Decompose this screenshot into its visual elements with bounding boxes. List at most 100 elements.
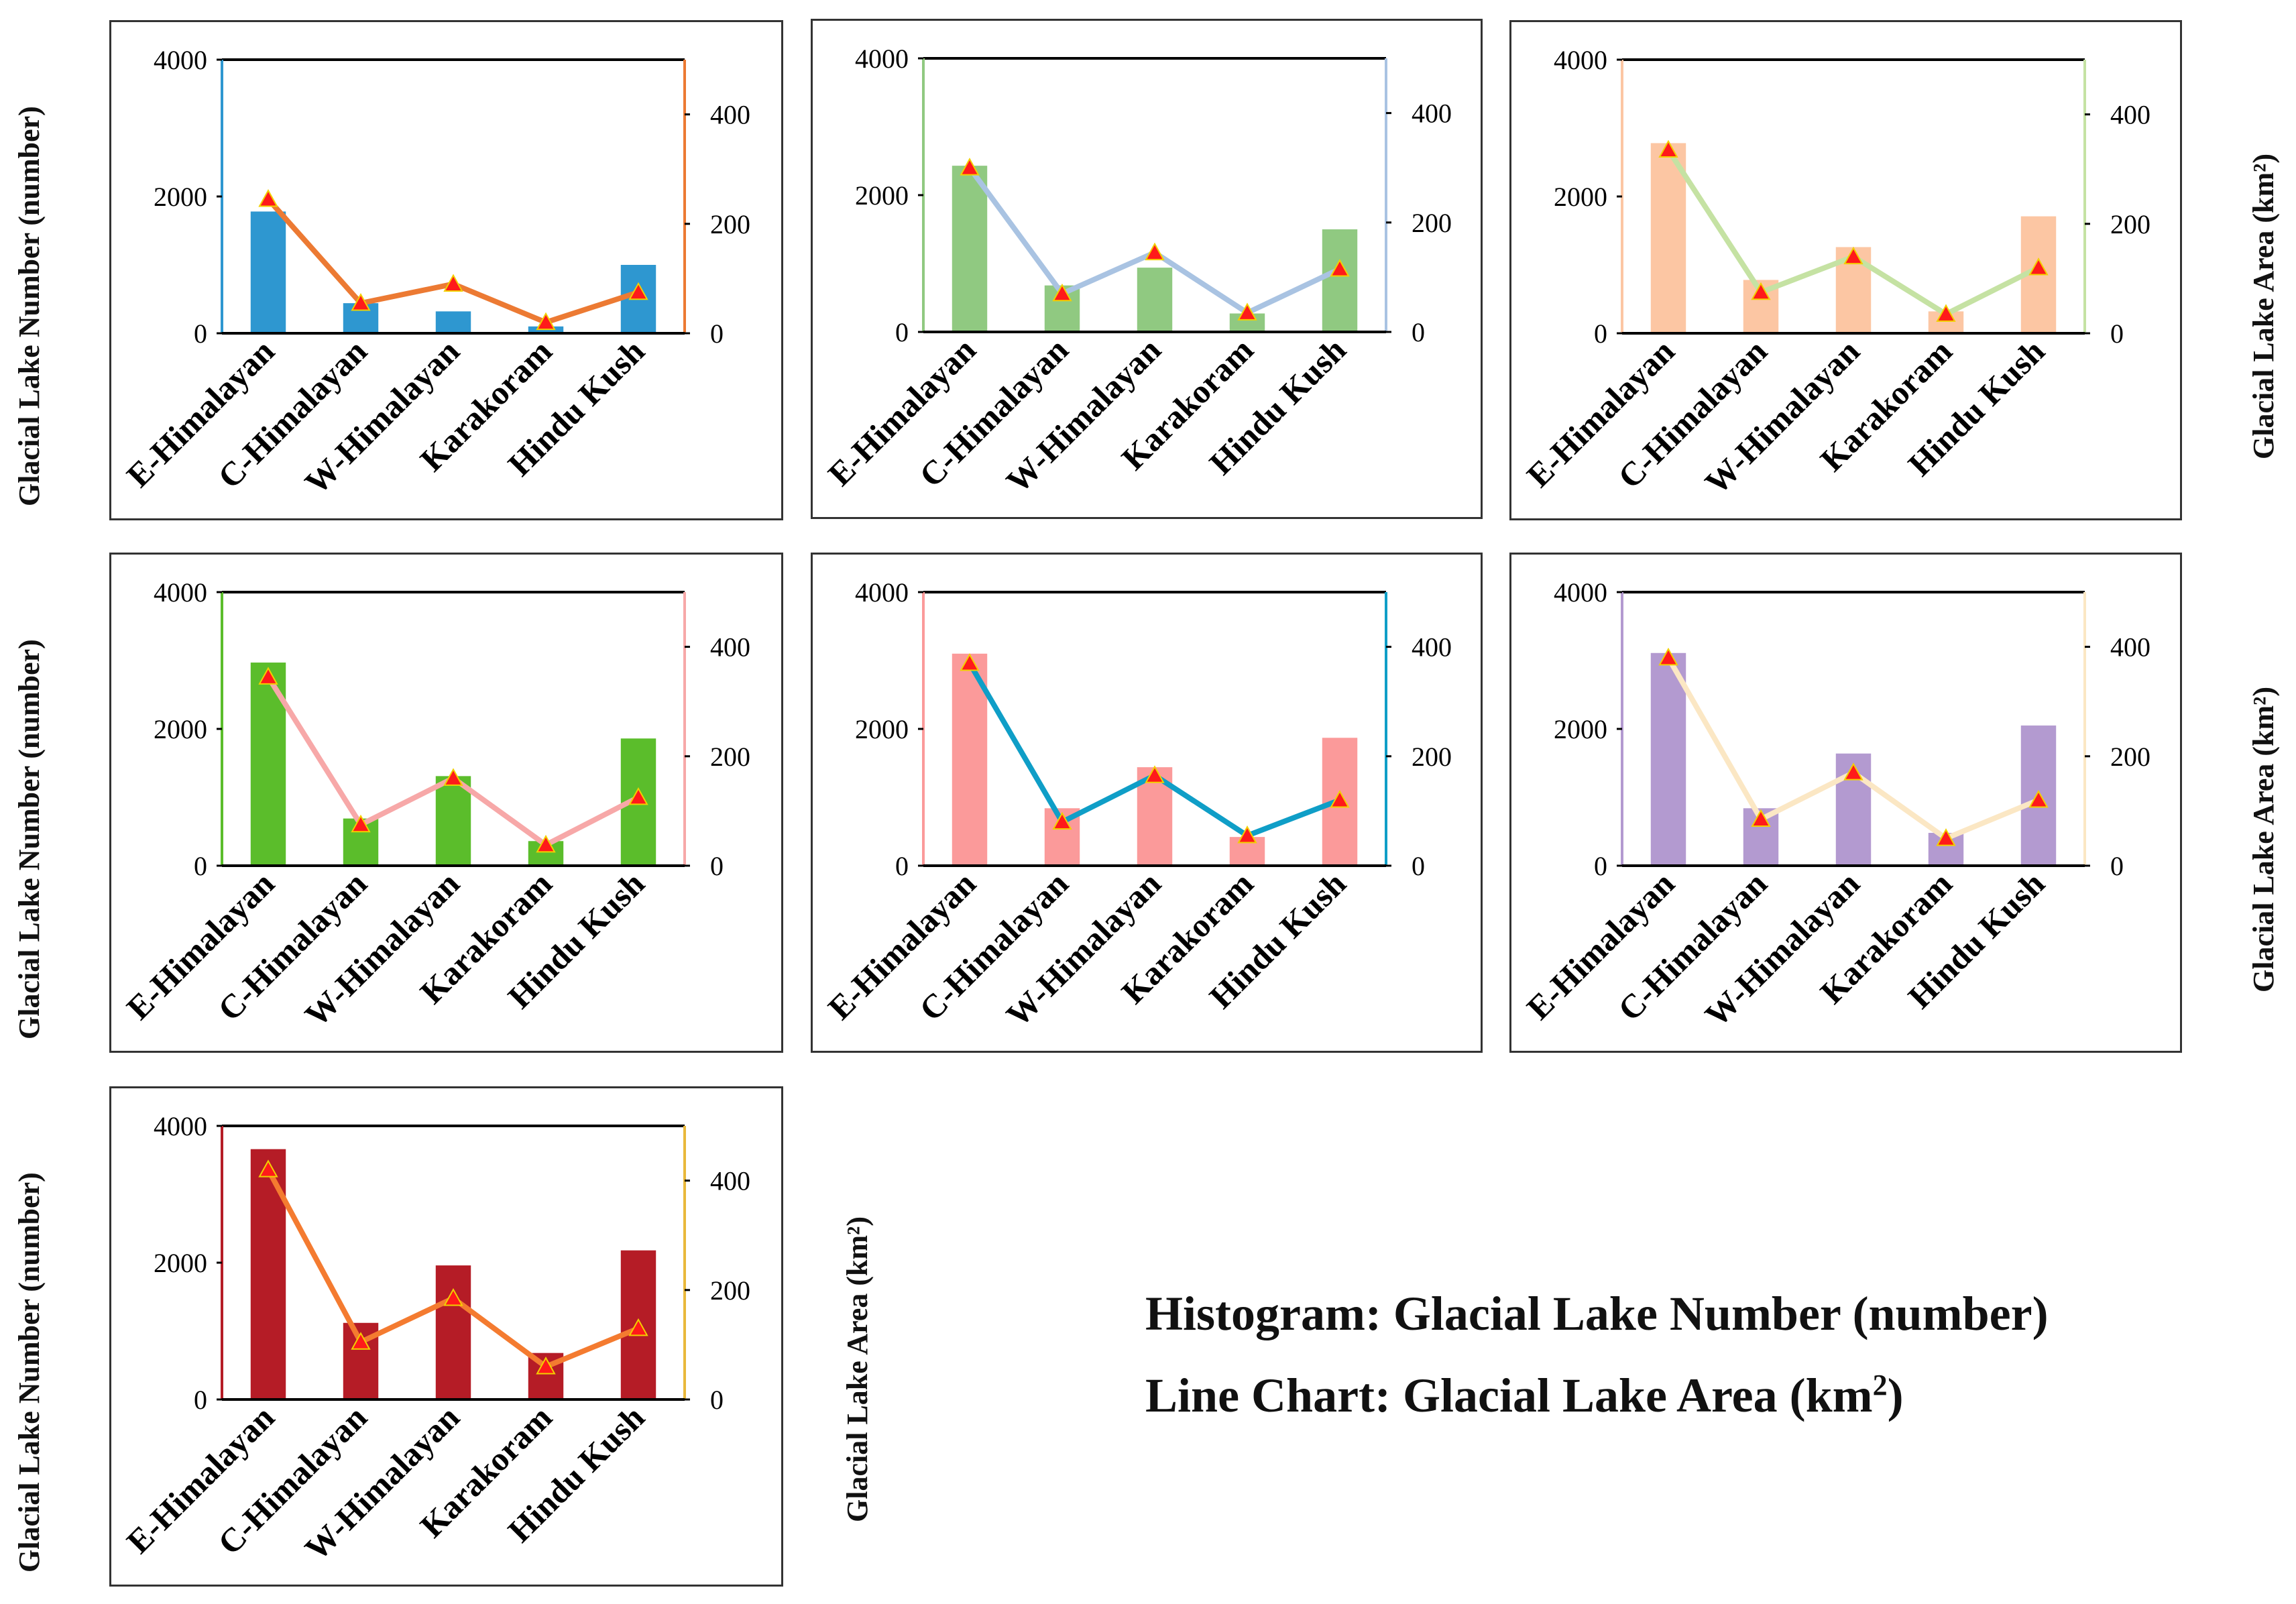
legend-line-chart-text: Line Chart: Glacial Lake Area (km (1145, 1369, 1873, 1422)
legend-line-chart-close: ) (1887, 1369, 1904, 1422)
line-marker (2028, 257, 2049, 276)
right-tick-label: 200 (2110, 209, 2150, 239)
chart-svg-2: 0200040000200400E-HimalayanC-HimalayanW-… (821, 44, 1452, 500)
chart-panel-5: 0 2000 4000 0 200 400 E-Himalayan C-Himalayan W-… (811, 553, 1483, 1053)
left-tick-label: 2000 (1554, 714, 1607, 744)
right-tick-label: 400 (2110, 632, 2150, 663)
bar (1650, 652, 1686, 866)
line-marker (1330, 259, 1350, 277)
bar (952, 166, 988, 332)
right-axis-label-plain: Glacial Lake Area (841, 1293, 874, 1522)
line-marker (628, 787, 648, 805)
line-series (266, 197, 640, 325)
line-marker (1052, 283, 1072, 302)
line-marker (628, 1318, 648, 1336)
line-marker (536, 834, 556, 853)
chart-panel-2: 0 2000 4000 0 200 400 E-Himalayan C-Himalayan W-… (811, 19, 1483, 519)
left-tick-label: 0 (194, 319, 207, 349)
left-tick-label: 4000 (855, 44, 909, 74)
left-tick-label: 4000 (855, 577, 909, 608)
bar (435, 1265, 471, 1399)
left-tick-label: 2000 (1554, 182, 1607, 212)
line-marker (1237, 302, 1257, 321)
chart-svg-3: 0200040000200400E-HimalayanC-HimalayanW-… (1519, 45, 2150, 502)
chart-svg-6: 0200040000200400E-HimalayanC-HimalayanW-… (1519, 577, 2150, 1034)
chart-panel-1: 0 2000 4000 0 200 400 E-Himalayan C-Himalayan W-… (109, 20, 783, 520)
right-tick-label: 0 (710, 851, 724, 881)
right-tick-label: 0 (1412, 317, 1425, 347)
chart-svg-4: 0200040000200400E-HimalayanC-HimalayanW-… (119, 577, 750, 1034)
chart-svg-5: 0200040000200400E-HimalayanC-HimalayanW-… (821, 577, 1452, 1034)
right-tick-label: 400 (2110, 100, 2150, 130)
right-tick-label: 200 (2110, 742, 2150, 772)
left-tick-label: 2000 (855, 180, 909, 211)
line-marker (351, 293, 371, 311)
line-marker (1936, 304, 1956, 322)
right-tick-label: 400 (710, 100, 750, 130)
legend-histogram-text: Histogram: Glacial Lake Number (number) (1145, 1287, 2049, 1340)
line-marker (960, 653, 980, 671)
bar (250, 211, 286, 333)
right-tick-label: 200 (710, 209, 750, 239)
right-tick-label: 0 (1412, 851, 1425, 881)
right-tick-label: 400 (710, 1166, 750, 1196)
line-marker (1936, 828, 1956, 846)
left-tick-label: 4000 (1554, 45, 1607, 75)
right-tick-label: 200 (710, 1275, 750, 1306)
left-tick-label: 2000 (154, 714, 207, 744)
right-tick-label: 0 (710, 319, 724, 349)
left-tick-label: 4000 (1554, 577, 1607, 608)
chart-panel-6: 0 2000 4000 0 200 400 E-Himalayan C-Himalayan W-… (1509, 553, 2182, 1053)
left-tick-label: 0 (895, 317, 909, 347)
line-marker (443, 1287, 463, 1306)
chart-panel-3: 0 2000 4000 0 200 400 E-Himalayan C-Himalayan W-… (1509, 20, 2182, 520)
left-tick-label: 0 (1594, 851, 1607, 881)
left-tick-label: 2000 (855, 714, 909, 744)
bar (435, 311, 471, 333)
left-axis-label-row1: Glacial Lake Number (number) (13, 106, 46, 506)
right-axis-label-row2: Glacial Lake Area (km²) (2247, 686, 2280, 992)
bar (1137, 268, 1173, 332)
line-marker (1751, 282, 1771, 300)
line-marker (258, 189, 278, 207)
line-marker (443, 768, 463, 786)
bar (952, 653, 988, 866)
right-tick-label: 200 (1412, 208, 1452, 238)
line-marker (258, 667, 278, 685)
legend-line-chart-sup: 2 (1872, 1369, 1888, 1401)
left-axis-label-row3: Glacial Lake Number (number) (13, 1172, 46, 1572)
bar (250, 1149, 286, 1399)
chart-panel-7: 0 2000 4000 0 200 400 E-Himalayan C-Himalayan W-… (109, 1086, 783, 1587)
line-marker (2028, 790, 2049, 808)
right-axis-label-unit: (km²) (841, 1216, 874, 1286)
right-axis-label-row1: Glacial Lake Area (km²) (2247, 153, 2280, 459)
left-tick-label: 0 (194, 851, 207, 881)
line-marker (536, 1356, 556, 1375)
right-tick-label: 0 (2110, 851, 2124, 881)
bar (1322, 229, 1358, 332)
line-marker (1237, 825, 1257, 844)
line-marker (1843, 762, 1863, 781)
line-marker (536, 312, 556, 331)
right-tick-label: 0 (2110, 319, 2124, 349)
left-tick-label: 2000 (154, 1248, 207, 1278)
right-tick-label: 200 (1412, 742, 1452, 772)
line-marker (1751, 809, 1771, 827)
left-tick-label: 0 (895, 851, 909, 881)
left-tick-label: 4000 (154, 1111, 207, 1141)
right-tick-label: 400 (1412, 99, 1452, 129)
line-marker (443, 274, 463, 292)
line-marker (351, 814, 371, 833)
left-tick-label: 2000 (154, 182, 207, 212)
line-marker (1052, 811, 1072, 830)
bar (1650, 143, 1686, 333)
right-tick-label: 400 (710, 632, 750, 663)
left-tick-label: 4000 (154, 577, 207, 608)
line-marker (1658, 139, 1678, 158)
line-marker (1145, 765, 1165, 783)
line-marker (258, 1159, 278, 1178)
legend-histogram: Histogram: Glacial Lake Number (number) (1145, 1286, 2049, 1342)
line-marker (351, 1332, 371, 1350)
legend-line-chart: Line Chart: Glacial Lake Area (km2) (1145, 1368, 1904, 1424)
left-tick-label: 4000 (154, 45, 207, 75)
